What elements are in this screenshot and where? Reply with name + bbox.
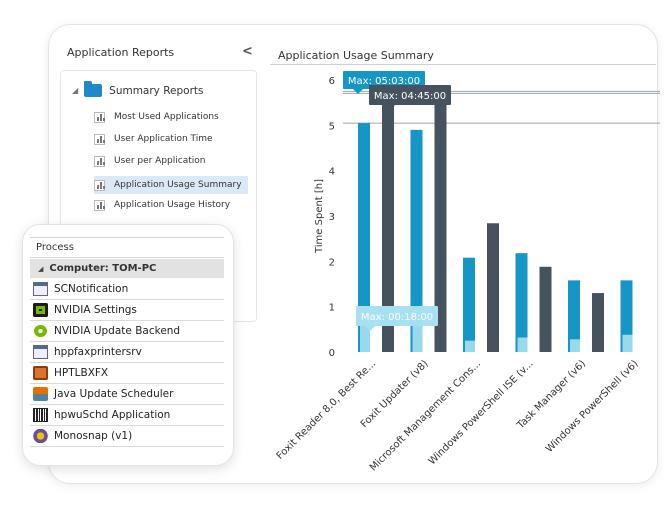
chevron-left-icon[interactable]: < — [242, 44, 253, 59]
y-tick-label: 3 — [329, 212, 335, 223]
sidebar-title: Application Reports — [67, 46, 175, 59]
process-row[interactable]: hpwuSchd Application — [30, 405, 224, 426]
process-column-header[interactable]: Process — [36, 242, 74, 253]
report-chart-icon — [94, 199, 105, 211]
bar-series-b — [412, 325, 423, 352]
report-chart-icon — [94, 155, 105, 167]
bar-series-c — [382, 103, 394, 352]
process-row[interactable]: HPTLBXFX — [30, 363, 224, 384]
tree-item-label: Application Usage History — [114, 200, 231, 210]
divider — [30, 237, 224, 238]
process-row[interactable]: Java Update Scheduler — [30, 384, 224, 405]
bar-series-c — [539, 266, 552, 352]
monosnap-icon — [33, 429, 48, 443]
bar-series-c — [434, 103, 447, 352]
bar-series-a — [358, 123, 370, 352]
bar-series-b — [465, 340, 475, 352]
bar-series-b — [622, 334, 633, 352]
tooltip-box — [343, 71, 425, 89]
bar-series-a — [515, 253, 528, 352]
process-label: NVIDIA Settings — [54, 304, 137, 316]
computer-group-row[interactable]: ◢ Computer: TOM-PC — [30, 259, 224, 278]
hp-toolbox-icon — [33, 366, 48, 380]
report-chart-icon — [94, 179, 105, 191]
y-axis-label: Time Spent [h] — [314, 179, 325, 254]
process-label: HPTLBXFX — [54, 367, 109, 379]
y-tick-label: 4 — [329, 167, 335, 178]
tooltip-box — [356, 306, 438, 326]
tooltip-box — [369, 85, 451, 105]
process-label: hpwuSchd Application — [54, 409, 171, 421]
process-row[interactable]: hppfaxprintersrv — [30, 342, 224, 363]
tree-item-report[interactable]: Most Used Applications — [94, 108, 225, 126]
tree-node-summary-reports[interactable]: ◢ Summary Reports — [72, 81, 204, 97]
nvidia-icon — [33, 303, 48, 317]
tooltip-label: Max: 04:45:00 — [374, 91, 446, 102]
tree-item-report[interactable]: Application Usage History — [94, 196, 236, 214]
tree-item-label: User per Application — [114, 156, 206, 166]
bar-series-b — [360, 324, 370, 352]
computer-group-label: Computer: TOM-PC — [49, 263, 157, 274]
divider — [30, 257, 224, 258]
tooltip-pointer — [385, 105, 395, 110]
process-label: Java Update Scheduler — [54, 388, 174, 400]
window-icon — [33, 282, 48, 296]
tree-item-report[interactable]: Application Usage Summary — [94, 176, 248, 194]
y-tick-label: 0 — [329, 348, 335, 359]
tooltip-pointer — [353, 89, 363, 94]
tooltip-pointer — [365, 326, 375, 331]
y-tick-label: 1 — [329, 303, 335, 314]
java-icon — [33, 387, 48, 401]
window-icon — [33, 345, 48, 359]
tree-item-report[interactable]: User Application Time — [94, 130, 219, 148]
folder-icon — [84, 81, 103, 97]
report-chart-icon — [94, 111, 105, 123]
bar-series-c — [592, 293, 604, 352]
process-label: NVIDIA Update Backend — [54, 325, 181, 337]
process-row[interactable]: NVIDIA Settings — [30, 300, 224, 321]
process-row[interactable]: SCNotification — [30, 279, 224, 300]
nvidia-eye-icon — [33, 324, 48, 338]
bar-series-a — [568, 280, 580, 352]
bar-series-a — [410, 129, 423, 352]
process-row[interactable]: NVIDIA Update Backend — [30, 321, 224, 342]
x-tick-label: Windows PowerShell ISE (v... — [427, 358, 536, 467]
bar-series-a — [463, 257, 475, 352]
tree-item-report[interactable]: User per Application — [94, 152, 211, 170]
bar-series-b — [517, 337, 528, 352]
process-label: Monosnap (v1) — [54, 430, 133, 442]
bar-series-c — [487, 223, 499, 352]
usage-chart: Time Spent [h] 0 1 2 3 4 5 6 Foxit Reader 8.0, B… — [275, 71, 660, 474]
tooltip-label: Max: 00:18:00 — [361, 312, 433, 323]
process-label: hppfaxprintersrv — [54, 346, 142, 358]
bar-series-b — [570, 339, 580, 352]
tree-item-label: Application Usage Summary — [114, 180, 242, 190]
expand-arrow-icon[interactable]: ◢ — [38, 264, 44, 273]
tree-item-label: Most Used Applications — [114, 112, 219, 122]
tree-node-label: Summary Reports — [109, 84, 204, 97]
x-tick-label: Microsoft Management Cons... — [368, 358, 483, 473]
process-row[interactable]: Monosnap (v1) — [30, 426, 224, 447]
y-tick-label: 2 — [329, 257, 335, 268]
tooltip-label: Max: 05:03:00 — [348, 76, 420, 87]
chart-title: Application Usage Summary — [278, 49, 434, 62]
y-tick-label: 6 — [329, 76, 335, 87]
process-label: SCNotification — [54, 283, 129, 295]
x-tick-label: Foxit Reader 8.0, Best Re... — [275, 358, 378, 461]
expand-arrow-icon[interactable]: ◢ — [72, 86, 79, 95]
report-chart-icon — [94, 133, 105, 145]
tree-item-label: User Application Time — [114, 134, 213, 144]
bar-series-a — [620, 280, 633, 352]
y-tick-label: 5 — [329, 121, 335, 132]
barcode-icon — [33, 408, 48, 422]
x-tick-label: Windows PowerShell (v6) — [544, 358, 641, 455]
divider — [270, 64, 656, 65]
